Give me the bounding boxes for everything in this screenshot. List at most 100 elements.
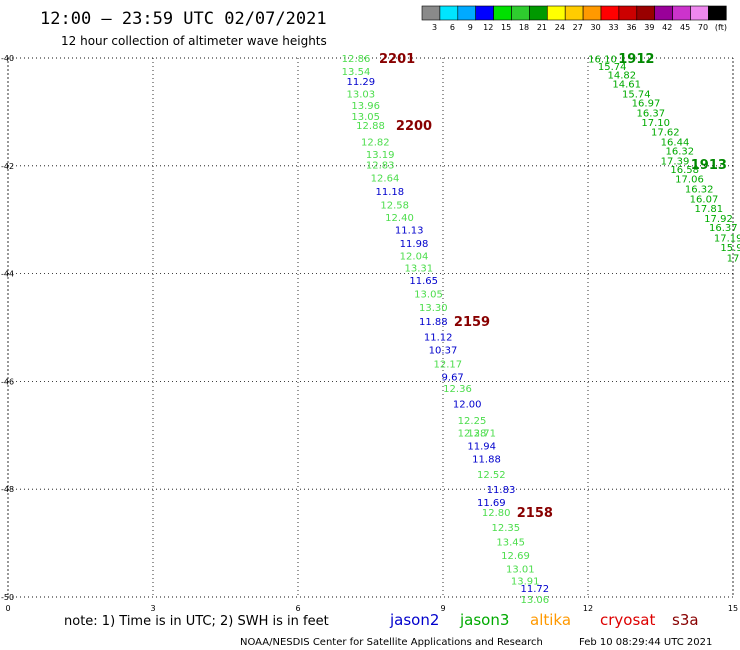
swh-value: 12.58 [380,201,409,212]
legend-swatch [421,5,441,21]
x-tick-label: 9 [440,604,445,613]
legend-swatch [654,5,673,21]
swh-value: 12.40 [385,213,414,224]
swh-value: 13.45 [496,537,525,548]
legend-label: 36 [626,23,636,32]
swh-value: 13.05 [414,290,443,301]
swh-value: 12.71 [467,429,496,440]
swh-value: 11.88 [419,317,448,328]
legend-label: 30 [591,23,601,32]
swh-value: 12.17 [434,360,463,371]
track-time-label: 2158 [517,506,553,521]
swh-value: 11.18 [376,187,405,198]
swh-value: 12.52 [477,470,506,481]
satellite-name: cryosat [600,611,655,629]
y-tick-label: -50 [1,593,14,602]
swh-value: 12.64 [371,174,400,185]
swh-value: 12.80 [482,508,511,519]
y-tick-label: -48 [1,485,14,494]
legend-swatch [690,5,709,21]
legend-swatch [618,5,638,21]
swh-value: 11.72 [521,584,550,595]
swh-value: 17.06 [675,175,704,186]
swh-value: 11.12 [424,333,453,344]
legend-swatch [582,5,602,21]
swh-value: 17.81 [695,204,724,215]
swh-value: 12.38 [458,429,487,440]
swh-value: 13.30 [419,303,448,314]
swh-value: 17 [727,253,740,264]
y-tick-label: -44 [1,270,14,279]
swh-value: 16.58 [670,165,699,176]
timestamp-text: Feb 10 08:29:44 UTC 2021 [579,637,712,648]
swh-value: 12.36 [443,384,472,395]
swh-value: 16.37 [709,223,738,234]
swh-value: 17.39 [661,156,690,167]
legend-swatch [475,5,494,21]
swh-value: 12.04 [400,251,429,262]
swh-value: 16.07 [690,195,719,206]
color-scale-legend: 3 6 9 12 15 18 21 24 27 30 33 36 39 42 45 70 (ft) [421,5,727,32]
swh-value: 12.83 [366,161,395,172]
satellite-name: altika [530,611,571,629]
legend-swatch [511,5,530,21]
swh-value: 17.62 [651,127,680,138]
plot-grid [7,57,734,598]
legend-swatch [457,5,476,21]
swh-value: 13.96 [351,101,380,112]
legend-label: 18 [519,23,529,32]
legend-label: 33 [608,23,618,32]
legend-label: 42 [662,23,672,32]
satellite-name: s3a [672,611,699,629]
credit-text: NOAA/NESDIS Center for Satellite Applica… [240,637,543,648]
swh-value: 13.19 [366,150,395,161]
swh-value: 15.9 [720,243,740,254]
swh-value: 13.31 [405,264,434,275]
legend-label: 70 [698,23,708,32]
x-tick-label: 15 [728,604,738,613]
satellite-name: jason2 [389,611,439,629]
track-time-label: 2201 [379,52,415,67]
track-time-label: 2200 [396,119,432,134]
legend-swatch [546,5,566,21]
swh-value: 15.74 [622,90,651,101]
swh-value: 11.98 [400,239,429,250]
legend-swatch [672,5,691,21]
swh-value: 13.54 [342,67,371,78]
x-tick-label: 3 [150,604,155,613]
swh-value: 12.69 [501,551,530,562]
swh-value: 16.10 [588,55,617,66]
swh-value: 14.61 [612,79,641,90]
swh-value: 12.00 [453,399,482,410]
legend-swatch [564,5,584,21]
y-tick-label: -46 [1,377,14,386]
swh-value: 11.65 [409,276,438,287]
track-labels: 2201 2200 2159 2158 1912 1913 [379,52,727,521]
axis-ticks: 0 3 6 9 12 15 -40 -42 -44 -46 -48 -50 [1,54,738,613]
y-tick-label: -40 [1,54,14,63]
swh-value: 11.88 [472,454,501,465]
legend-label: 39 [644,23,654,32]
x-tick-label: 12 [583,604,593,613]
swh-value: 11.29 [347,77,376,88]
swh-value: 13.03 [347,90,376,101]
satellite-name: jason3 [459,611,509,629]
track-time-label: 1913 [691,158,727,173]
units-note: note: 1) Time is in UTC; 2) SWH is in fe… [64,614,329,629]
track-time-label: 2159 [454,315,490,330]
y-tick-label: -42 [1,162,14,171]
legend-swatch [600,5,620,21]
legend-swatch [439,5,459,21]
swh-value: 13.05 [351,112,380,123]
swh-value: 13.91 [511,576,540,587]
swh-value: 14.82 [608,71,637,82]
legend-label: 6 [450,23,455,32]
legend-swatch [636,5,655,21]
x-tick-label: 6 [295,604,300,613]
legend-label: 15 [501,23,511,32]
legend-swatch [493,5,512,21]
swh-value: 11.69 [477,498,506,509]
swh-value: 16.97 [632,99,661,110]
swh-value: 15.74 [598,62,627,73]
